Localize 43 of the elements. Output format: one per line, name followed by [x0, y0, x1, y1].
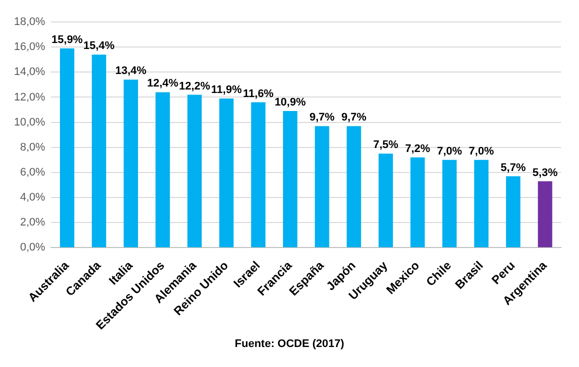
- data-label: 5,7%: [500, 162, 526, 174]
- bar: [506, 176, 520, 248]
- bar: [474, 160, 489, 248]
- data-label: 12,2%: [178, 80, 210, 92]
- y-tick-label: 16,0%: [14, 41, 46, 54]
- data-label: 7,5%: [373, 139, 399, 152]
- bar: [219, 98, 234, 248]
- y-tick-label: 12,0%: [14, 91, 46, 104]
- data-label: 7,0%: [436, 145, 462, 158]
- bar: [538, 181, 552, 248]
- data-label: 11,6%: [243, 88, 274, 100]
- y-tick-label: 4,0%: [20, 192, 46, 204]
- data-label: 7,0%: [468, 145, 494, 158]
- data-label: 15,9%: [52, 34, 83, 46]
- source-note: Fuente: OCDE (2017): [234, 338, 346, 350]
- bar: [442, 160, 457, 248]
- y-tick-label: 18,0%: [14, 16, 46, 28]
- y-tick-label: 14,0%: [14, 66, 46, 78]
- bar: [60, 48, 74, 248]
- data-label: 13,4%: [115, 65, 147, 78]
- bar: [378, 154, 393, 248]
- y-tick-label: 10,0%: [14, 116, 46, 128]
- data-label: 5,3%: [532, 166, 558, 179]
- bar: [282, 111, 298, 248]
- bar: [92, 54, 106, 248]
- y-tick-label: 6,0%: [20, 166, 46, 178]
- data-label: 9,7%: [309, 112, 335, 124]
- bar: [251, 102, 266, 248]
- data-label: 9,7%: [341, 112, 367, 124]
- bar: [156, 92, 170, 248]
- y-tick-label: 2,0%: [20, 216, 46, 229]
- bar: [124, 80, 138, 248]
- data-label: 10,9%: [274, 96, 306, 109]
- bar: [346, 126, 362, 248]
- bar: [410, 157, 425, 248]
- data-label: 15,4%: [83, 40, 115, 52]
- bar: [187, 94, 202, 248]
- data-label: 11,9%: [211, 84, 242, 96]
- data-label: 12,4%: [147, 78, 179, 90]
- y-tick-label: 8,0%: [20, 141, 46, 154]
- bar: [314, 126, 330, 248]
- y-tick-label: 0,0%: [20, 242, 46, 254]
- data-label: 7,2%: [405, 142, 430, 155]
